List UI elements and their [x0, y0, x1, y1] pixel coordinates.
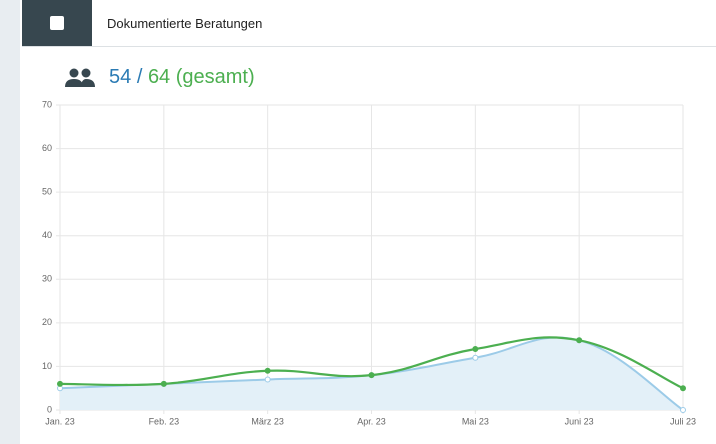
x-tick-label: Jan. 23 — [45, 416, 75, 426]
icon-glyph — [50, 16, 64, 30]
point — [264, 376, 271, 383]
x-tick-label: Feb. 23 — [149, 416, 180, 426]
point — [264, 367, 271, 374]
x-tick-label: Mai 23 — [462, 416, 489, 426]
chart-icon — [22, 0, 92, 46]
y-tick-label: 40 — [42, 230, 52, 240]
point — [368, 372, 375, 379]
widget-title: Dokumentierte Beratungen — [107, 16, 263, 31]
current-count: 54 — [109, 66, 132, 88]
y-tick-label: 30 — [42, 274, 52, 284]
point — [160, 380, 167, 387]
x-tick-label: Apr. 23 — [357, 416, 386, 426]
summary: 54 / 64 (gesamt) — [109, 66, 255, 89]
total-count: 64 (gesamt) — [147, 66, 255, 88]
y-tick-label: 50 — [42, 187, 52, 197]
point — [472, 346, 479, 352]
sidebar — [0, 0, 20, 444]
point — [472, 354, 479, 361]
x-tick-label: März 23 — [251, 416, 284, 426]
point — [576, 337, 583, 344]
x-tick-label: Juni 23 — [565, 416, 594, 426]
y-tick-label: 10 — [42, 361, 52, 371]
point — [680, 407, 686, 413]
x-tick-label: Juli 23 — [670, 416, 696, 426]
separator: / — [136, 66, 143, 88]
point — [57, 380, 63, 387]
point — [680, 385, 686, 392]
y-tick-label: 0 — [47, 404, 52, 414]
widget-header: Dokumentierte Beratungen — [22, 0, 716, 47]
people-icon — [65, 68, 95, 87]
y-tick-label: 60 — [42, 143, 52, 153]
y-tick-label: 70 — [42, 99, 52, 109]
area — [60, 337, 683, 410]
y-tick-label: 20 — [42, 317, 52, 327]
